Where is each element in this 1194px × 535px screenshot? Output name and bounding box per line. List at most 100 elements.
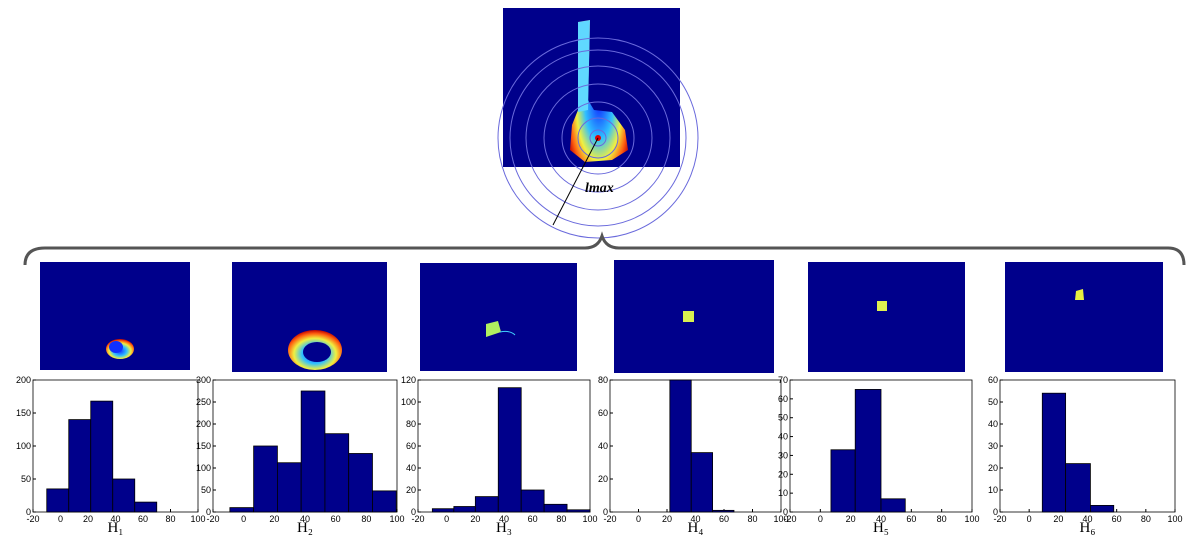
x-tick-label: 80 — [747, 514, 757, 524]
x-tick-label: 60 — [1112, 514, 1122, 524]
y-tick-label: 60 — [778, 394, 788, 404]
y-tick-label: 150 — [196, 441, 211, 451]
histogram-bar — [372, 491, 396, 512]
lmax-label: lmax — [585, 181, 614, 196]
x-tick-label: -20 — [26, 514, 39, 524]
histogram-bar — [454, 507, 476, 513]
y-tick-label: 60 — [598, 408, 608, 418]
y-tick-label: 20 — [406, 485, 416, 495]
histogram-bar — [691, 453, 712, 512]
y-tick-label: 60 — [406, 441, 416, 451]
y-tick-label: 120 — [401, 375, 416, 385]
y-tick-label: 100 — [196, 463, 211, 473]
x-tick-label: 80 — [165, 514, 175, 524]
x-tick-label: 20 — [662, 514, 672, 524]
histogram-bar — [349, 453, 373, 512]
histogram-bar — [254, 446, 278, 512]
chart-title: H₆ — [1079, 520, 1095, 535]
histogram-bar — [567, 510, 590, 512]
histogram-bar — [325, 434, 349, 512]
x-tick-label: 0 — [444, 514, 449, 524]
y-tick-label: 80 — [598, 375, 608, 385]
histogram-bar — [831, 450, 855, 512]
y-tick-label: 30 — [988, 441, 998, 451]
histogram-bar — [432, 509, 454, 512]
figure: lmax 050100150200-20020406080100H₁050100… — [0, 0, 1194, 535]
x-tick-label: 80 — [556, 514, 566, 524]
y-tick-label: 50 — [988, 397, 998, 407]
chart-title: H₅ — [873, 520, 889, 535]
x-tick-label: 100 — [964, 514, 979, 524]
y-tick-label: 150 — [16, 408, 31, 418]
y-tick-label: 100 — [401, 397, 416, 407]
x-tick-label: 60 — [528, 514, 538, 524]
histogram-bar — [230, 508, 254, 512]
histogram-bar — [1090, 505, 1113, 512]
histogram-bar — [498, 388, 521, 512]
y-tick-label: 200 — [16, 375, 31, 385]
brace — [25, 236, 1184, 265]
histogram-bar — [855, 389, 881, 512]
chart-title: H₁ — [107, 520, 123, 535]
histogram-bar — [475, 497, 498, 512]
x-tick-label: -20 — [206, 514, 219, 524]
histogram-bar — [301, 391, 325, 512]
x-tick-label: 0 — [58, 514, 63, 524]
x-tick-label: 60 — [138, 514, 148, 524]
histogram-bar — [69, 420, 91, 512]
x-tick-label: 100 — [1167, 514, 1182, 524]
x-tick-label: 60 — [331, 514, 341, 524]
x-tick-label: -20 — [411, 514, 424, 524]
x-tick-label: 60 — [906, 514, 916, 524]
x-tick-label: 100 — [389, 514, 404, 524]
chart-title: H₄ — [687, 520, 703, 535]
x-tick-label: 0 — [241, 514, 246, 524]
x-tick-label: 20 — [470, 514, 480, 524]
histogram-bar — [713, 510, 734, 512]
histogram-bar — [1042, 393, 1065, 512]
x-tick-label: 20 — [269, 514, 279, 524]
x-tick-label: -20 — [783, 514, 796, 524]
histogram-bar — [47, 489, 69, 512]
histogram-bar — [881, 499, 905, 512]
x-tick-label: 100 — [190, 514, 205, 524]
y-tick-label: 10 — [988, 485, 998, 495]
y-tick-label: 80 — [406, 419, 416, 429]
y-tick-label: 300 — [196, 375, 211, 385]
y-tick-label: 200 — [196, 419, 211, 429]
ring-images — [40, 260, 1163, 373]
histogram-bar — [1066, 464, 1091, 512]
y-tick-label: 100 — [16, 441, 31, 451]
histogram-bar — [277, 463, 301, 512]
x-tick-label: 20 — [1053, 514, 1063, 524]
y-tick-label: 250 — [196, 397, 211, 407]
chart-title: H₃ — [496, 520, 512, 535]
chart-title: H₂ — [297, 520, 313, 535]
y-tick-label: 50 — [201, 485, 211, 495]
histogram-bar — [113, 479, 135, 512]
x-tick-label: 0 — [818, 514, 823, 524]
y-tick-label: 40 — [406, 463, 416, 473]
histogram-bar — [521, 490, 544, 512]
histogram-bar — [670, 380, 691, 512]
x-tick-label: 60 — [719, 514, 729, 524]
histogram-bar — [91, 401, 113, 512]
x-tick-label: 80 — [361, 514, 371, 524]
y-tick-label: 50 — [21, 474, 31, 484]
x-tick-label: 100 — [582, 514, 597, 524]
y-tick-label: 20 — [598, 474, 608, 484]
x-tick-label: 80 — [937, 514, 947, 524]
y-tick-label: 60 — [988, 375, 998, 385]
y-tick-label: 20 — [778, 469, 788, 479]
y-tick-label: 10 — [778, 488, 788, 498]
histogram-bar — [135, 502, 157, 512]
y-tick-label: 40 — [778, 432, 788, 442]
x-tick-label: 80 — [1141, 514, 1151, 524]
y-tick-label: 40 — [598, 441, 608, 451]
x-tick-label: 20 — [83, 514, 93, 524]
top-image: lmax — [498, 8, 698, 238]
y-tick-label: 70 — [778, 375, 788, 385]
x-tick-label: 0 — [1027, 514, 1032, 524]
x-tick-label: -20 — [603, 514, 616, 524]
y-tick-label: 40 — [988, 419, 998, 429]
